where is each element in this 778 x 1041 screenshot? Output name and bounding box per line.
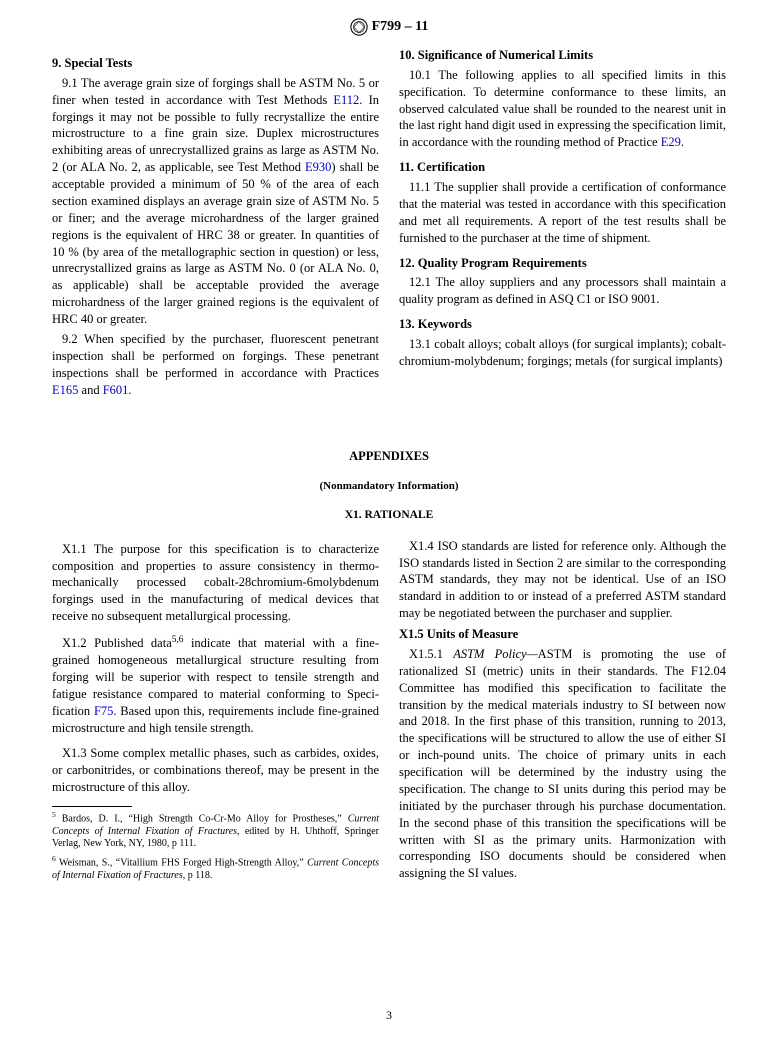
text: X1.5.1 xyxy=(409,647,453,661)
text: Weisman, S., “Vitallium FHS Forged High-… xyxy=(56,857,307,868)
astm-logo-icon xyxy=(350,18,368,36)
section-10-title: 10. Significance of Numerical Limits xyxy=(399,47,726,64)
page-number: 3 xyxy=(0,1007,778,1023)
ref-link-e112[interactable]: E112 xyxy=(333,93,359,107)
para-x1-2: X1.2 Published data5,6 indicate that mat… xyxy=(52,634,379,736)
footnote-5: 5 Bardos, D. I., “High Strength Co-Cr-Mo… xyxy=(52,810,379,851)
para-10-1: 10.1 The following applies to all specif… xyxy=(399,67,726,151)
ref-link-f601[interactable]: F601 xyxy=(103,383,129,397)
appendix-section-x1: X1. RATIONALE xyxy=(52,508,726,524)
text: 9.2 When specified by the purchaser, flu… xyxy=(52,332,379,380)
para-9-2: 9.2 When specified by the purchaser, flu… xyxy=(52,331,379,399)
footnote-rule xyxy=(52,806,132,807)
para-x1-1: X1.1 The purpose for this specification … xyxy=(52,541,379,625)
ref-link-e930[interactable]: E930 xyxy=(305,160,331,174)
para-12-1: 12.1 The alloy suppliers and any process… xyxy=(399,274,726,308)
section-13-title: 13. Keywords xyxy=(399,316,726,333)
ref-link-f75[interactable]: F75 xyxy=(94,704,113,718)
section-12-title: 12. Quality Program Requirements xyxy=(399,255,726,272)
para-9-1: 9.1 The average grain size of forgings s… xyxy=(52,75,379,328)
footnote-6: 6 Weisman, S., “Vitallium FHS Forged Hig… xyxy=(52,854,379,882)
text: 9.1 The average grain size of forgings s… xyxy=(52,76,379,107)
section-x1-5-title: X1.5 Units of Measure xyxy=(399,626,726,643)
para-x1-3: X1.3 Some complex metallic phases, such … xyxy=(52,745,379,796)
ref-link-e29[interactable]: E29 xyxy=(661,135,681,149)
doc-id: F799 – 11 xyxy=(372,18,429,37)
appendix-subtitle: (Nonmandatory Information) xyxy=(52,479,726,494)
para-13-1: 13.1 cobalt alloys; cobalt alloys (for s… xyxy=(399,336,726,370)
text: X1.2 Published data xyxy=(62,636,172,650)
para-x1-5-1: X1.5.1 ASTM Policy—ASTM is promoting the… xyxy=(399,646,726,882)
text: ASTM is promoting the use of rationalize… xyxy=(399,647,726,880)
section-9-title: 9. Special Tests xyxy=(52,55,379,72)
text: . xyxy=(681,135,684,149)
text: Bardos, D. I., “High Strength Co-Cr-Mo A… xyxy=(56,813,348,824)
text-italic: ASTM Policy— xyxy=(453,647,537,661)
text: and xyxy=(78,383,102,397)
text: ) shall be acceptable provided a minimum… xyxy=(52,160,379,326)
appendix-title: APPENDIXES xyxy=(52,448,726,465)
footnote-sup: 5,6 xyxy=(172,635,184,645)
text: , p 118. xyxy=(183,870,213,881)
ref-link-e165[interactable]: E165 xyxy=(52,383,78,397)
para-11-1: 11.1 The supplier shall provide a certif… xyxy=(399,179,726,247)
section-11-title: 11. Certification xyxy=(399,159,726,176)
text: . xyxy=(128,383,131,397)
para-x1-4: X1.4 ISO standards are listed for refere… xyxy=(399,538,726,622)
document-header: F799 – 11 xyxy=(52,18,726,37)
